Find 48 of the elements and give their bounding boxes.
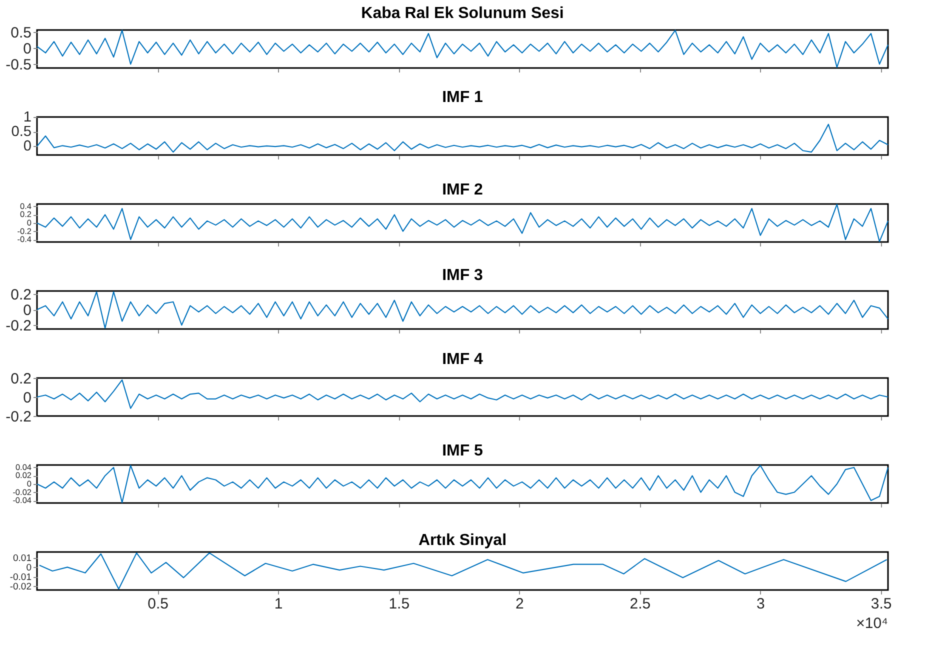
y-tick-label: 0 [26, 218, 32, 228]
y-tick-label: 0 [23, 40, 32, 58]
line-series [38, 552, 888, 590]
x-tick-label: 1 [274, 596, 283, 612]
x-tick-label: 3 [756, 596, 765, 612]
text: ×10⁴ [856, 615, 888, 632]
y-tick-label: 0.2 [10, 286, 32, 304]
y-tick-label: 0.5 [10, 24, 32, 42]
y-tick-label: -0.01 [10, 572, 32, 584]
x-tick-label: 2.5 [630, 596, 651, 612]
chart-title: Kaba Ral Ek Solunum Sesi [361, 4, 564, 22]
x-tick-label: 1.5 [388, 596, 410, 612]
y-tick-label: 0.04 [15, 462, 32, 472]
line-series [36, 204, 889, 242]
y-tick-label: 0.2 [20, 210, 32, 220]
y-tick-label: 0.2 [10, 370, 32, 388]
y-tick-label: -0.2 [17, 226, 32, 236]
y-tick-label: 0.02 [15, 471, 32, 480]
x-tick-label: 0.5 [148, 596, 168, 612]
x-tick-label: 3.5 [870, 596, 892, 612]
y-tick-label: -0.2 [6, 318, 32, 335]
line-series [36, 464, 889, 504]
y-tick-label: 0 [23, 390, 32, 406]
chart-title: IMF 1 [442, 89, 484, 106]
y-tick-label: -0.2 [6, 408, 32, 426]
y-tick-label: 0.01 [13, 553, 32, 564]
y-tick-label: 0 [26, 562, 32, 574]
y-tick-label: 0.5 [11, 124, 32, 140]
y-tick-label: -0.5 [6, 56, 32, 74]
line-series [36, 124, 889, 153]
chart-title: Artık Sinyal [418, 532, 507, 549]
y-tick-label: 0 [26, 480, 32, 488]
line-series [36, 30, 889, 68]
line-series [36, 379, 889, 409]
y-tick-label: -0.04 [12, 496, 32, 506]
chart-title: IMF 4 [442, 351, 484, 368]
y-tick-label: -0.02 [10, 582, 32, 593]
y-tick-label: -0.02 [12, 488, 32, 497]
chart-title: IMF 2 [442, 181, 484, 198]
chart-title: IMF 5 [442, 442, 484, 460]
chart-title: IMF 3 [442, 267, 484, 284]
line-series [36, 291, 889, 329]
y-tick-label: 0 [23, 302, 32, 320]
y-tick-label: 0.4 [20, 202, 32, 211]
x-tick-label: 2 [515, 596, 524, 612]
y-tick-label: 0 [23, 138, 32, 155]
y-tick-label: 1 [23, 110, 32, 126]
y-tick-label: -0.4 [17, 235, 32, 244]
